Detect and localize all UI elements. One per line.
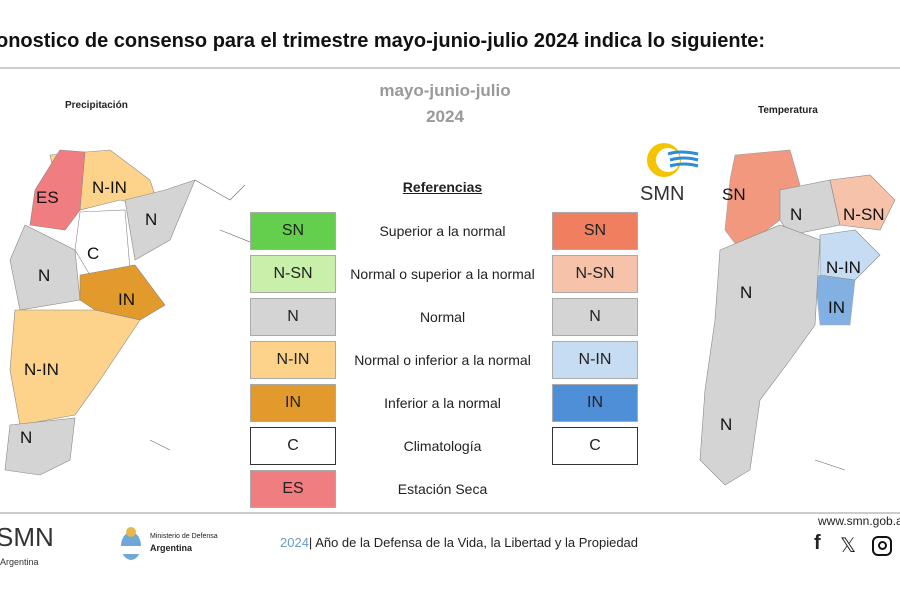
period-year: 2024 [426,107,464,126]
map-label: ES [36,188,59,207]
smn-logo-text: SMN [640,183,685,205]
precip-legend-swatch: ES [250,470,336,508]
map-label: N [740,283,753,302]
map-label: N [720,415,733,434]
map-label: N [38,266,51,285]
legend-label: Normal o superior a la normal [350,266,535,282]
precip-legend-swatch: N [250,298,336,336]
precip-legend-swatch: N-SN [250,255,336,293]
legend-title: Referencias [402,179,483,195]
divider [0,67,900,69]
temp-map-title: Temperatura [758,105,818,116]
map-label: SN [722,185,746,204]
footer-smn-logo: SMN [0,522,54,552]
map-label: N [145,210,158,229]
temp-legend-swatch: N [552,298,638,336]
region-n-west [9,224,81,311]
page-title: onostico de consenso para el trimestre m… [0,30,766,52]
temperature-map [699,149,896,486]
temp-legend-swatch: C [552,427,638,465]
region-n-south [4,417,76,476]
legend-label: Inferior a la normal [384,395,501,411]
footer-slogan-text: | Año de la Defensa de la Vida, la Liber… [308,535,639,550]
x-twitter-icon[interactable]: 𝕏 [840,535,857,557]
ministry-line2: Argentina [150,543,193,553]
map-label: N-IN [24,360,59,379]
temp-legend-swatch: N-SN [552,255,638,293]
smn-sun-icon [647,143,699,177]
map-label: N-IN [826,258,861,277]
precip-legend-swatch: N-IN [250,341,336,379]
map-label: C [87,244,100,263]
footer-divider [0,512,900,514]
temp-legend-swatch: IN [552,384,638,422]
legend-label: Normal o inferior a la normal [354,352,531,368]
period-months: mayo-junio-julio [379,81,511,100]
region-n-sn [829,174,896,231]
facebook-icon[interactable]: f [814,532,821,554]
legend-label: Climatología [403,438,482,454]
precip-legend-swatch: C [250,427,336,465]
precip-legend-swatch: IN [250,384,336,422]
legend-label: Superior a la normal [379,223,506,239]
map-label: N [20,428,33,447]
region-in [814,274,856,326]
website-link[interactable]: www.smn.gob.ar [818,514,900,528]
map-label: N-SN [843,205,885,224]
region-c [74,209,131,276]
region-n-north [779,179,841,236]
region-n-in [819,229,881,281]
coat-of-arms-icon [121,527,141,560]
legend-label: Normal [419,309,466,325]
instagram-icon[interactable] [872,536,892,556]
region-n-center [699,224,821,486]
precip-map-title: Precipitación [65,100,128,111]
region-n-in-south [9,309,141,426]
smn-logo: SMN [640,140,700,206]
temp-legend-swatch: N-IN [552,341,638,379]
footer-slogan: 2024| Año de la Defensa de la Vida, la L… [280,535,638,550]
map-label: IN [118,290,135,309]
temp-legend-swatch: SN [552,212,638,250]
map-label: N-IN [92,178,127,197]
ministry-line1: Ministerio de Defensa [150,533,218,540]
region-n-ne [124,179,196,261]
period-title: mayo-junio-julio 2024 [340,78,550,130]
legend-label: Estación Seca [397,481,488,497]
footer-smn-sub: Argentina [0,557,39,567]
region-es [29,149,86,231]
precipitation-map [4,149,270,476]
map-label: N [790,205,803,224]
map-label: IN [828,298,845,317]
footer-year: 2024 [280,535,309,550]
precip-legend-swatch: SN [250,212,336,250]
